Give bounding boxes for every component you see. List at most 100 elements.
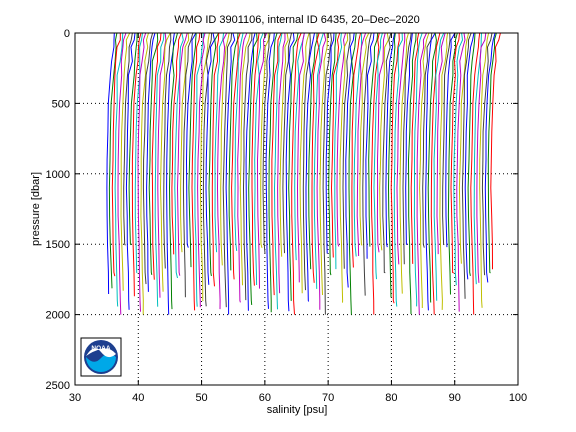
profile-line	[176, 32, 188, 276]
profile-line	[390, 32, 400, 304]
profile-line	[202, 32, 213, 307]
profile-line	[268, 32, 278, 313]
profile-line	[225, 32, 236, 315]
x-tick-label: 70	[322, 392, 334, 404]
profile-line	[216, 32, 228, 310]
profile-line	[436, 32, 446, 255]
profile-line	[245, 32, 256, 311]
profile-line	[208, 32, 220, 277]
profile-line	[348, 32, 357, 315]
profile-line	[137, 32, 147, 312]
profile-line	[182, 32, 194, 298]
profile-line	[422, 32, 433, 248]
profile-line	[410, 32, 420, 264]
profile-line	[461, 32, 472, 299]
profile-line	[248, 32, 258, 305]
profile-line	[231, 32, 241, 280]
profile-line	[273, 32, 283, 310]
profile-line	[214, 32, 225, 253]
chart-title: WMO ID 3901106, internal ID 6435, 20–Dec…	[174, 14, 420, 26]
profile-line	[305, 32, 315, 302]
logo-text: NOAA	[91, 345, 110, 352]
profile-line	[174, 32, 184, 279]
profile-line	[433, 32, 445, 301]
profile-line	[256, 32, 268, 289]
profile-line	[163, 32, 172, 269]
profile-line	[131, 32, 142, 297]
y-tick-label: 2500	[46, 380, 70, 392]
profile-line	[279, 32, 289, 257]
profile-line	[180, 32, 190, 253]
y-tick-label: 0	[64, 28, 70, 40]
profile-line	[467, 32, 476, 276]
x-tick-label: 40	[132, 392, 144, 404]
profile-line	[194, 32, 204, 307]
profile-line	[262, 32, 271, 254]
profile-line	[277, 32, 286, 294]
profile-line	[151, 32, 162, 280]
profile-line	[351, 32, 362, 268]
profile-line	[117, 32, 127, 315]
profile-line	[211, 32, 220, 287]
profile-line	[359, 32, 370, 246]
profile-line	[296, 32, 305, 283]
profile-line	[362, 32, 372, 296]
y-tick-label: 1500	[46, 239, 70, 251]
profile-line	[319, 32, 328, 296]
profile-line	[154, 32, 165, 307]
x-tick-label: 100	[509, 392, 527, 404]
profile-line	[242, 32, 253, 301]
profile-line	[237, 32, 248, 303]
profile-line	[134, 32, 143, 274]
profile-line	[387, 32, 396, 298]
profile-line	[385, 32, 396, 248]
profile-line	[442, 32, 451, 246]
profile-line	[325, 32, 335, 254]
profile-line	[476, 32, 487, 283]
profile-line	[205, 32, 215, 285]
x-tick-label: 90	[449, 392, 461, 404]
profile-line	[456, 32, 466, 312]
logo-sky-band	[86, 353, 116, 372]
profile-line	[405, 32, 413, 245]
profile-line	[427, 32, 437, 303]
profile-line	[288, 32, 299, 302]
x-axis-label: salinity [psu]	[267, 404, 328, 416]
profile-line	[220, 32, 230, 266]
profile-line	[302, 32, 311, 291]
noaa-logo: NOAA	[80, 337, 122, 377]
profile-line	[356, 32, 367, 257]
profile-line	[125, 32, 136, 310]
profile-line	[322, 32, 333, 315]
profile-line	[407, 32, 417, 315]
profile-line	[197, 32, 206, 308]
profile-line	[393, 32, 403, 307]
profile-line	[370, 32, 380, 315]
profile-line	[282, 32, 292, 254]
profile-line	[146, 32, 156, 292]
profile-lines	[106, 32, 501, 315]
profile-line	[382, 32, 392, 274]
x-tick-label: 80	[385, 392, 397, 404]
profile-line	[450, 32, 460, 274]
profile-line	[140, 32, 149, 315]
x-tick-label: 60	[259, 392, 271, 404]
profile-line	[128, 32, 138, 246]
profile-line	[148, 32, 159, 275]
profile-line	[396, 32, 406, 265]
profile-line	[339, 32, 349, 303]
profile-line	[402, 32, 412, 265]
profile-line	[142, 32, 154, 285]
profile-line	[111, 33, 121, 277]
y-axis-label: pressure [dbar]	[30, 172, 42, 246]
profile-line	[425, 32, 436, 311]
profile-line	[108, 32, 118, 289]
y-tick-label: 2000	[46, 310, 70, 322]
x-tick-label: 50	[195, 392, 207, 404]
profile-line	[285, 32, 295, 312]
profile-line	[239, 32, 251, 286]
profile-line	[171, 32, 182, 255]
profile-line	[445, 32, 456, 248]
